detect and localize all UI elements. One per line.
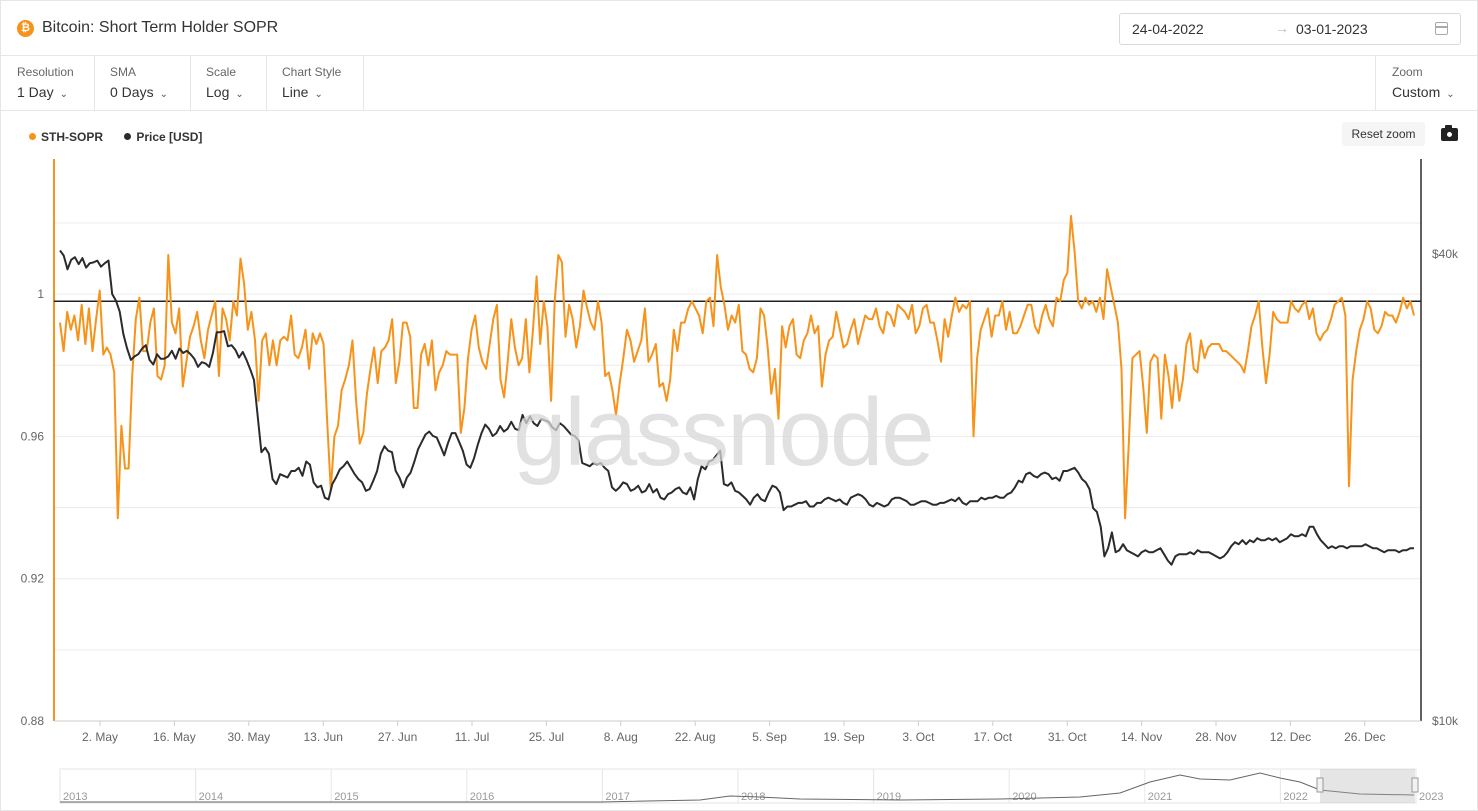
watermark: glassnode bbox=[513, 379, 935, 486]
scale-value: Log bbox=[206, 84, 230, 100]
legend-label-sopr: STH-SOPR bbox=[41, 130, 104, 144]
legend-item-price[interactable]: Price [USD] bbox=[124, 130, 202, 144]
zoom-value: Custom bbox=[1392, 84, 1441, 100]
scale-dropdown[interactable]: Scale Log ⌄ bbox=[191, 56, 267, 110]
calendar-icon[interactable] bbox=[1435, 22, 1448, 35]
reset-zoom-button[interactable]: Reset zoom bbox=[1342, 122, 1425, 146]
chevron-down-icon: ⌄ bbox=[235, 89, 244, 100]
zoom-label: Zoom bbox=[1392, 65, 1423, 79]
chart-style-value: Line bbox=[282, 84, 309, 100]
chart-style-dropdown[interactable]: Chart Style Line ⌄ bbox=[267, 56, 364, 110]
chevron-down-icon: ⌄ bbox=[314, 89, 323, 100]
sma-dropdown[interactable]: SMA 0 Days ⌄ bbox=[95, 56, 191, 110]
chart-style-label: Chart Style bbox=[282, 65, 342, 79]
chart-legend: STH-SOPR Price [USD] bbox=[29, 130, 220, 144]
chart-controls: Resolution 1 Day ⌄ SMA 0 Days ⌄ Scale Log ⌄… bbox=[0, 56, 1478, 111]
resolution-dropdown[interactable]: Resolution 1 Day ⌄ bbox=[0, 56, 95, 110]
date-range-picker[interactable]: 24-04-2022 → 03-01-2023 bbox=[1119, 13, 1461, 45]
bitcoin-icon: ₿ bbox=[17, 20, 34, 37]
sma-value: 0 Days bbox=[110, 84, 154, 100]
chevron-down-icon: ⌄ bbox=[1446, 89, 1455, 100]
resolution-value: 1 Day bbox=[17, 84, 54, 100]
legend-dot-price bbox=[124, 133, 132, 140]
legend-dot-sopr bbox=[29, 133, 36, 140]
date-end-input[interactable]: 03-01-2023 bbox=[1296, 21, 1368, 37]
scale-label: Scale bbox=[206, 65, 237, 79]
zoom-dropdown[interactable]: Zoom Custom ⌄ bbox=[1375, 56, 1478, 110]
legend-item-sth-sopr[interactable]: STH-SOPR bbox=[29, 130, 103, 144]
chevron-down-icon: ⌄ bbox=[159, 89, 168, 100]
sma-label: SMA bbox=[110, 65, 137, 79]
chevron-down-icon: ⌄ bbox=[59, 89, 68, 100]
date-start-input[interactable]: 24-04-2022 bbox=[1132, 21, 1204, 37]
chart-title: Bitcoin: Short Term Holder SOPR bbox=[42, 19, 279, 36]
arrow-right-icon: → bbox=[1275, 20, 1289, 36]
resolution-label: Resolution bbox=[17, 65, 74, 79]
chart-header: ₿ Bitcoin: Short Term Holder SOPR 24-04-… bbox=[0, 0, 1478, 56]
camera-icon[interactable] bbox=[1441, 125, 1458, 141]
legend-label-price: Price [USD] bbox=[136, 130, 203, 144]
